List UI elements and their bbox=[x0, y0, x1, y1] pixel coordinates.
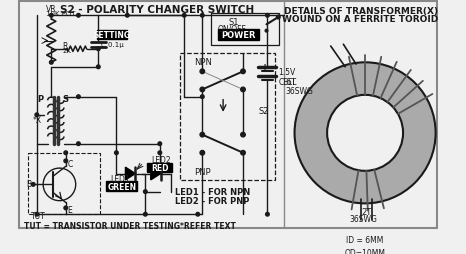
Circle shape bbox=[76, 14, 80, 18]
Circle shape bbox=[327, 96, 403, 171]
Text: TUT: TUT bbox=[31, 211, 46, 220]
Circle shape bbox=[196, 213, 199, 216]
Text: C: C bbox=[68, 160, 73, 168]
Bar bbox=[218, 30, 259, 41]
Text: LED2 - FOR PNP: LED2 - FOR PNP bbox=[175, 196, 250, 205]
Circle shape bbox=[35, 213, 39, 216]
Text: WOUND ON A FERRITE TOROID: WOUND ON A FERRITE TOROID bbox=[282, 15, 439, 24]
Text: S2 - POLARITY CHANGER SWITCH: S2 - POLARITY CHANGER SWITCH bbox=[60, 5, 254, 15]
Text: S: S bbox=[62, 94, 68, 104]
Circle shape bbox=[200, 96, 204, 99]
Text: PNP: PNP bbox=[194, 168, 211, 177]
Circle shape bbox=[76, 96, 80, 99]
Text: VR: VR bbox=[46, 5, 56, 14]
Circle shape bbox=[200, 88, 205, 92]
Text: 36SWG: 36SWG bbox=[350, 214, 377, 223]
Circle shape bbox=[35, 114, 39, 117]
Text: SETTING: SETTING bbox=[93, 31, 130, 40]
Circle shape bbox=[31, 183, 35, 186]
Text: LED2: LED2 bbox=[151, 156, 171, 165]
Bar bbox=[212, 14, 279, 46]
Bar bbox=[106, 181, 137, 191]
Polygon shape bbox=[125, 168, 136, 180]
Circle shape bbox=[64, 206, 68, 210]
Bar bbox=[96, 31, 127, 40]
Text: B: B bbox=[26, 179, 31, 188]
Circle shape bbox=[76, 142, 80, 146]
Circle shape bbox=[115, 151, 118, 155]
Circle shape bbox=[182, 14, 186, 18]
Circle shape bbox=[49, 61, 53, 65]
Circle shape bbox=[241, 133, 245, 137]
Circle shape bbox=[200, 14, 204, 18]
Text: 36SWG: 36SWG bbox=[286, 86, 313, 96]
Circle shape bbox=[200, 151, 205, 155]
Text: OD=10MM: OD=10MM bbox=[344, 248, 385, 254]
Text: 2K: 2K bbox=[62, 48, 71, 54]
Text: C 0.1μ: C 0.1μ bbox=[101, 41, 124, 47]
Circle shape bbox=[96, 48, 100, 51]
Text: LED1: LED1 bbox=[110, 174, 130, 183]
Text: R: R bbox=[62, 41, 68, 50]
Text: NPN: NPN bbox=[194, 58, 212, 67]
Text: 6T: 6T bbox=[286, 77, 297, 86]
Text: LED1 - FOR NPN: LED1 - FOR NPN bbox=[175, 187, 250, 196]
Circle shape bbox=[266, 213, 269, 216]
Circle shape bbox=[200, 70, 205, 74]
Text: RED: RED bbox=[151, 163, 169, 172]
Circle shape bbox=[125, 14, 129, 18]
Text: ON/OFF: ON/OFF bbox=[218, 24, 247, 33]
Circle shape bbox=[158, 142, 162, 146]
Circle shape bbox=[241, 88, 245, 92]
Text: TUT = TRANSISTOR UNDER TESTING: TUT = TRANSISTOR UNDER TESTING bbox=[24, 221, 180, 231]
Circle shape bbox=[144, 190, 147, 194]
Bar bbox=[180, 54, 274, 180]
Circle shape bbox=[144, 213, 147, 216]
Circle shape bbox=[158, 151, 162, 155]
Text: +: + bbox=[260, 63, 269, 73]
Text: *REFER TEXT: *REFER TEXT bbox=[180, 221, 236, 231]
Polygon shape bbox=[151, 168, 161, 180]
Circle shape bbox=[295, 63, 436, 203]
Text: POWER: POWER bbox=[221, 31, 256, 40]
Circle shape bbox=[241, 151, 245, 155]
Circle shape bbox=[266, 14, 269, 18]
Circle shape bbox=[241, 70, 245, 74]
Circle shape bbox=[265, 30, 268, 33]
Circle shape bbox=[96, 66, 100, 69]
Circle shape bbox=[64, 160, 68, 163]
Circle shape bbox=[200, 133, 205, 137]
Text: P: P bbox=[37, 94, 43, 104]
Text: 2T: 2T bbox=[362, 207, 372, 216]
Text: 10K POT.: 10K POT. bbox=[46, 11, 77, 17]
Text: GREEN: GREEN bbox=[107, 182, 137, 191]
Text: ID = 6MM: ID = 6MM bbox=[346, 235, 384, 244]
Text: S2: S2 bbox=[258, 106, 269, 115]
Text: DETAILS OF TRANSFORMER(X): DETAILS OF TRANSFORMER(X) bbox=[283, 7, 438, 16]
Circle shape bbox=[64, 151, 68, 155]
Circle shape bbox=[49, 14, 53, 18]
Text: 1.5V
CELL: 1.5V CELL bbox=[278, 68, 297, 87]
Bar bbox=[28, 153, 100, 214]
Bar bbox=[147, 163, 172, 172]
Circle shape bbox=[276, 16, 280, 20]
Text: S1: S1 bbox=[229, 18, 239, 27]
Text: *X: *X bbox=[33, 115, 42, 124]
Text: E: E bbox=[68, 205, 72, 214]
